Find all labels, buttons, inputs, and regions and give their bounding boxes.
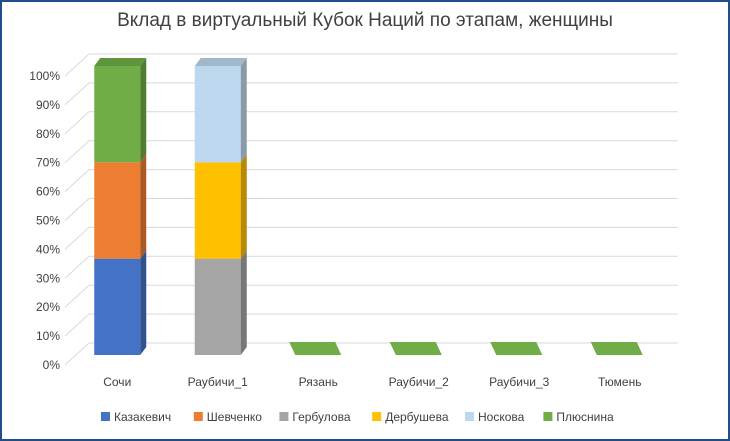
gridline [64, 255, 678, 279]
bar-side-Носкова [240, 58, 247, 163]
y-tick-label: 80% [36, 127, 60, 141]
legend-swatch [372, 412, 382, 421]
empty-bar-Рязань [289, 342, 342, 355]
legend-label: Дербушева [385, 410, 449, 424]
bar-top-Плюснина [94, 58, 147, 66]
bar-side-Гербулова [240, 250, 247, 355]
gridline [64, 169, 678, 192]
legend-swatch [101, 412, 110, 421]
empty-bar-Раубичи_2 [389, 342, 442, 355]
bar-segment-Гербулова [194, 258, 241, 355]
bar-top-Носкова [194, 58, 247, 66]
x-category-label: Раубичи_1 [188, 375, 248, 389]
bar-segment-Дербушева [194, 162, 241, 259]
y-tick-label: 0% [43, 358, 61, 372]
legend-swatch [279, 412, 289, 421]
gridline [64, 53, 678, 77]
y-tick-label: 90% [36, 98, 60, 112]
gridline [64, 226, 678, 250]
x-category-label: Рязань [299, 375, 338, 389]
y-tick-label: 40% [36, 242, 60, 256]
legend-label: Шевченко [207, 410, 262, 424]
y-tick-label: 100% [29, 69, 60, 83]
legend-label: Носкова [478, 410, 525, 424]
gridline [64, 111, 678, 135]
x-category-label: Сочи [103, 375, 131, 389]
gridline [64, 342, 678, 366]
gridline [64, 198, 678, 221]
legend-swatch [543, 412, 553, 421]
bar-segment-Шевченко [94, 162, 141, 259]
y-tick-label: 30% [36, 271, 60, 285]
x-category-label: Раубичи_3 [489, 375, 549, 389]
gridline [64, 82, 678, 106]
bar-side-Шевченко [140, 154, 147, 259]
legend-swatch [193, 412, 203, 421]
empty-bar-Раубичи_3 [490, 342, 543, 355]
legend-label: Казакевич [114, 410, 171, 424]
bar-side-Дербушева [240, 154, 247, 259]
empty-bar-Тюмень [590, 342, 643, 355]
legend-label: Гербулова [292, 410, 350, 424]
x-category-label: Раубичи_2 [389, 375, 449, 389]
gridline [64, 140, 678, 164]
y-tick-label: 60% [36, 185, 60, 199]
x-category-label: Тюмень [598, 375, 641, 389]
bar-side-Казакевич [140, 250, 147, 355]
y-tick-label: 70% [36, 156, 60, 170]
chart-title: Вклад в виртуальный Кубок Наций по этапа… [117, 10, 613, 31]
bars [94, 58, 643, 355]
bar-segment-Носкова [194, 66, 241, 163]
y-axis-ticks: 0% 10% 20% 30% 40% 50% 60% 70% 80% 90% 100% [29, 69, 60, 372]
bar-side-Плюснина [140, 58, 147, 163]
legend-swatch [465, 412, 474, 421]
bar-segment-Плюснина [94, 66, 141, 163]
y-tick-label: 50% [36, 214, 60, 228]
legend-label: Плюснина [556, 410, 614, 424]
y-tick-label: 20% [36, 300, 60, 314]
gridlines [64, 53, 678, 366]
gridline [64, 284, 678, 308]
gridline [64, 313, 678, 337]
legend: Казакевич Шевченко Гербулова Дербушева Носко… [101, 410, 614, 424]
y-tick-label: 10% [36, 329, 60, 343]
bar-segment-Казакевич [94, 258, 141, 355]
x-axis-categories: Сочи Раубичи_1 Рязань Раубичи_2 Раубичи_3 Тюм… [103, 375, 641, 389]
